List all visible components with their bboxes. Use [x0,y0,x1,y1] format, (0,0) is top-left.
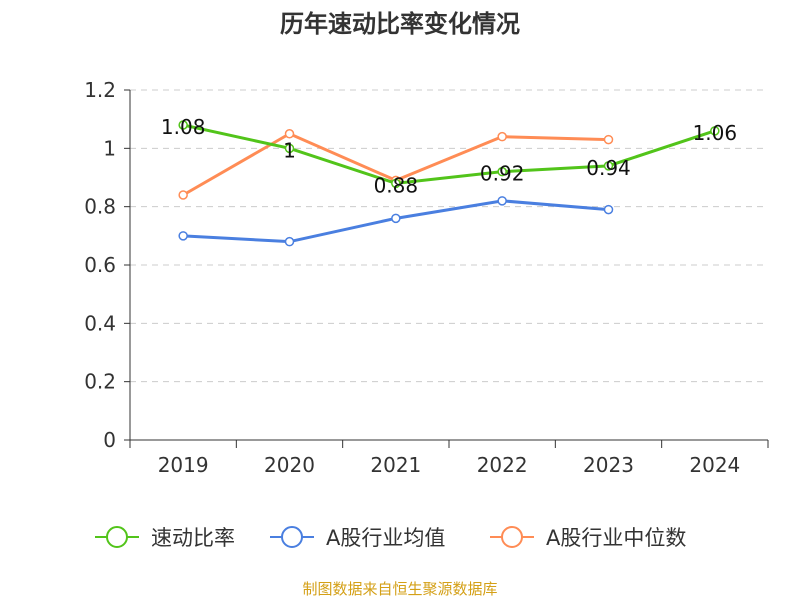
x-tick-label: 2024 [689,453,740,477]
data-label: 1.06 [693,121,738,145]
data-point [497,131,507,142]
source-note: 制图数据来自恒生聚源数据库 [302,580,497,598]
data-point [284,143,295,154]
legend-marker [281,526,303,548]
data-point [178,231,188,241]
data-point [603,161,614,171]
x-tick-label: 2023 [583,453,634,477]
series-line [182,123,716,185]
y-tick-label: 1.2 [84,78,116,102]
y-tick-label: 0.6 [84,253,116,277]
x-tick-label: 2020 [264,453,315,477]
data-label: 0.94 [586,156,631,180]
legend-label: 速动比率 [151,526,235,550]
data-point [603,134,614,145]
data-label: 1 [283,138,296,162]
y-tick-label: 0.4 [84,311,116,335]
data-point [284,236,295,247]
legend-marker [501,526,523,548]
data-point [178,120,188,130]
data-point [391,178,401,189]
data-point [178,190,188,200]
data-point [497,196,507,206]
y-tick-label: 1 [103,136,116,160]
data-label: 1.08 [161,115,206,139]
data-point [284,129,295,139]
legend-marker [106,526,128,548]
data-point [497,166,507,177]
data-label: 0.88 [374,173,419,197]
data-point [603,204,614,215]
x-tick-label: 2019 [158,453,209,477]
legend-label: A股行业中位数 [546,526,686,550]
legend-label: A股行业均值 [326,526,445,550]
y-tick-label: 0.2 [84,370,116,394]
chart-title: 历年速动比率变化情况 [280,10,520,38]
y-tick-label: 0.8 [84,195,116,219]
data-point [391,213,401,224]
data-point [710,126,720,136]
x-tick-label: 2021 [370,453,421,477]
data-label: 0.92 [480,162,525,186]
y-tick-label: 0 [103,428,116,452]
x-tick-label: 2022 [477,453,528,477]
